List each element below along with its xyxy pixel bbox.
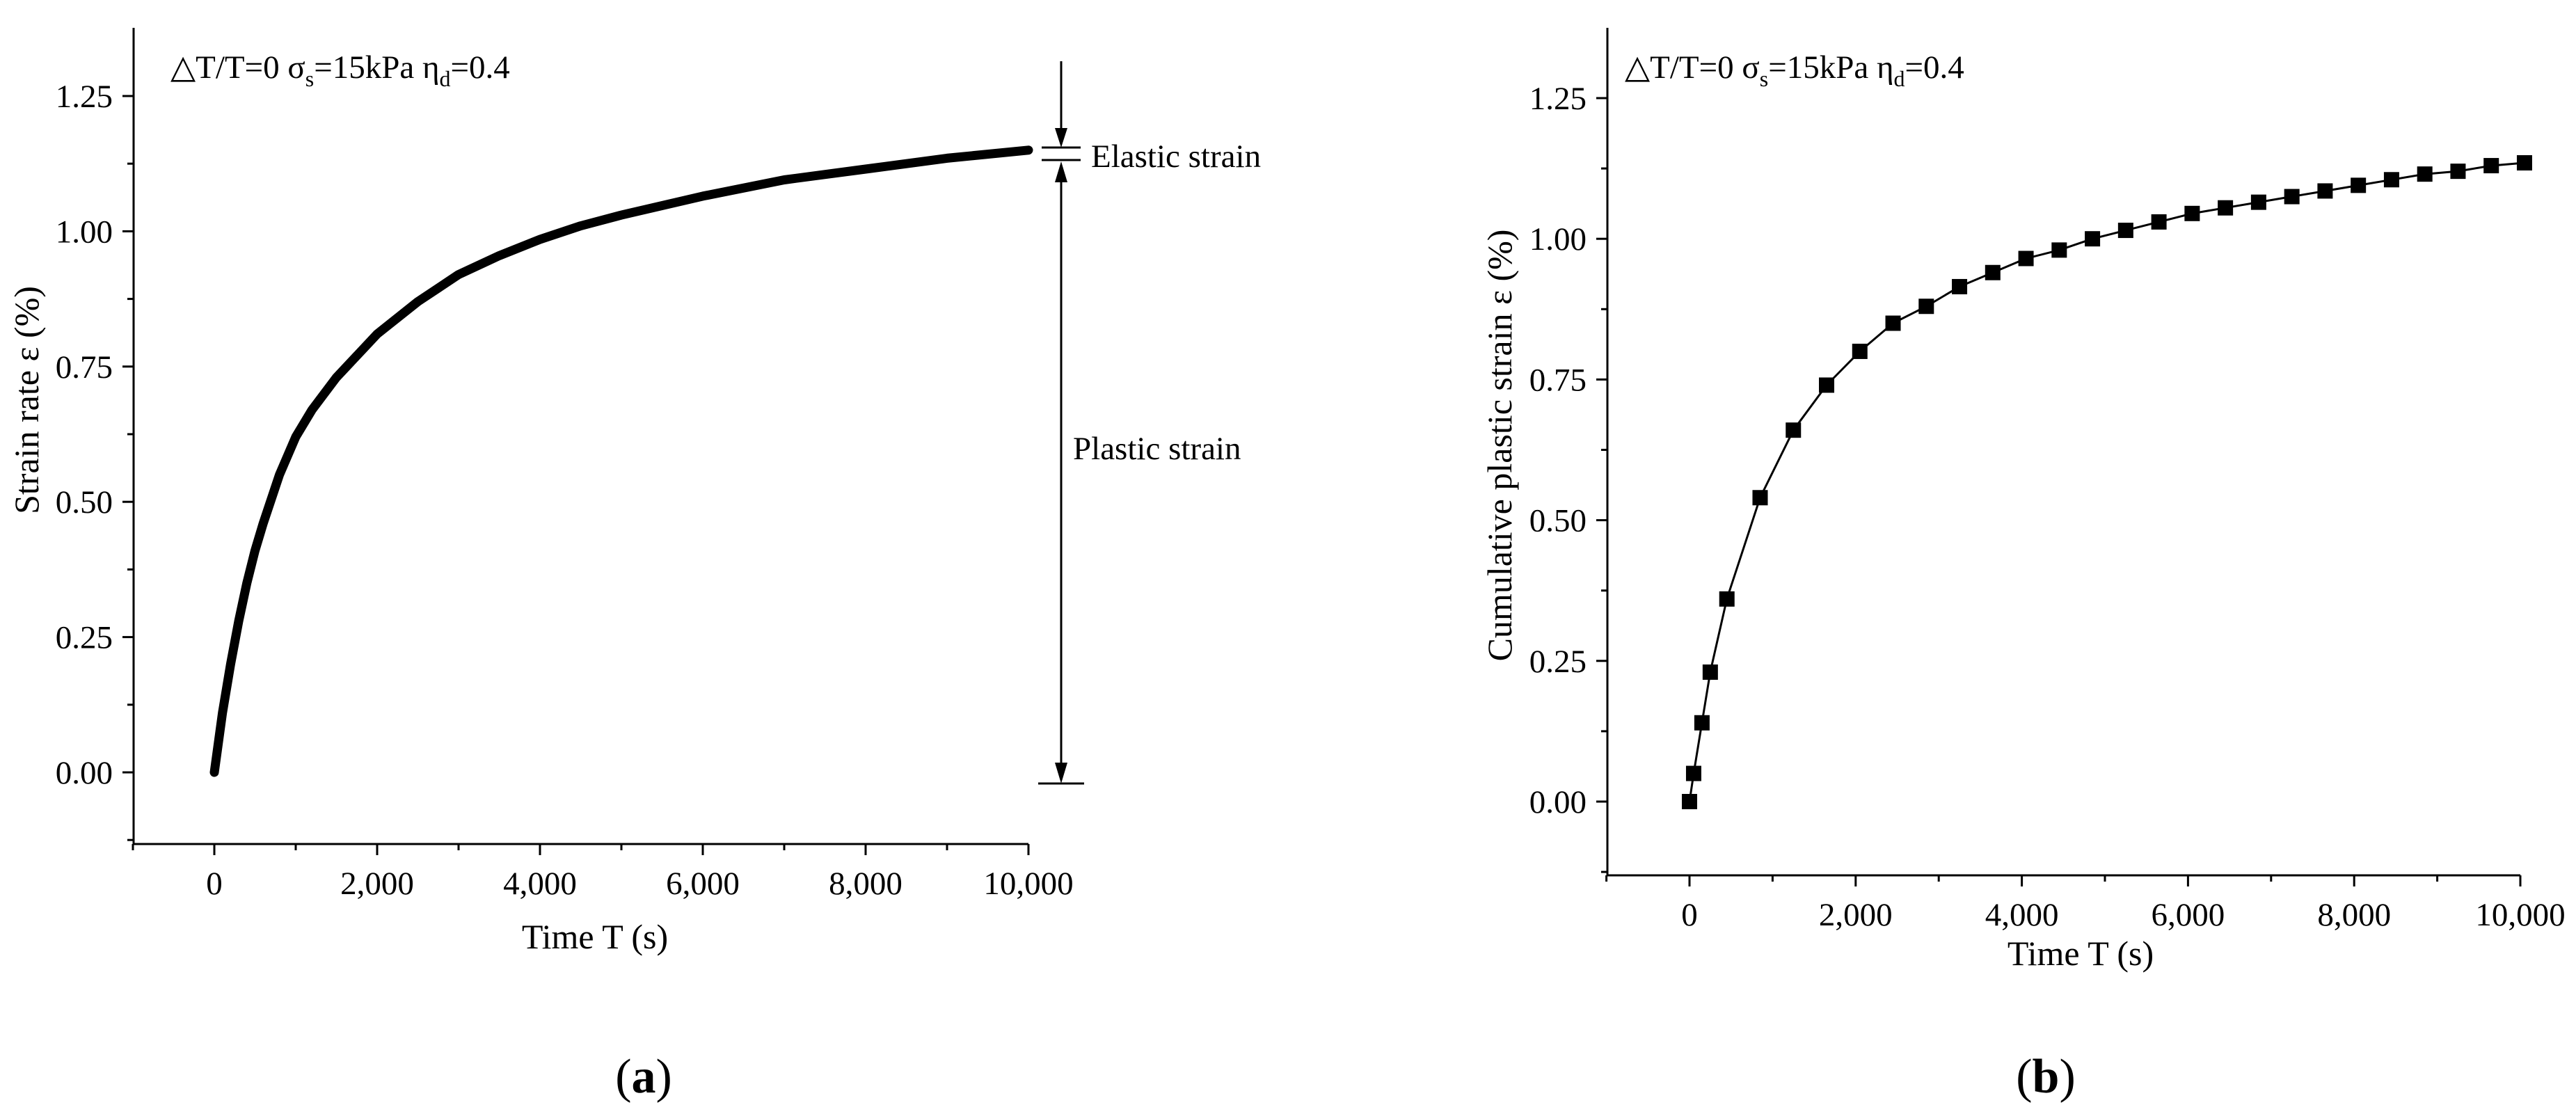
axis-ticks-a: 0 2,000 4,000 6,000 8,000 10,000 0.00 0.25 0.50 0… — [56, 79, 1074, 902]
data-point — [1918, 299, 1934, 315]
plastic-strain-label: Plastic strain — [1073, 431, 1241, 467]
chart-panel-b: △T/T=0 σs=15kPa ηd=0.4 0 2,000 4,000 6,000 8… — [1480, 28, 2566, 973]
chart-panel-a: △T/T=0 σs=15kPa ηd=0.4 0 2,000 4,000 6,000 8… — [7, 28, 1261, 956]
data-point — [2284, 189, 2300, 205]
y-tick-label: 0.75 — [56, 349, 113, 385]
y-tick-label: 0.75 — [1529, 362, 1587, 398]
annotation-b: △T/T=0 σs=15kPa ηd=0.4 — [1625, 49, 1964, 91]
data-point — [2151, 214, 2167, 230]
x-tick-label: 8,000 — [2317, 897, 2391, 933]
data-point — [2018, 250, 2034, 266]
data-point — [2383, 172, 2399, 188]
x-tick-label: 6,000 — [666, 866, 740, 902]
data-layer-a — [209, 145, 1033, 777]
y-tick-label: 0.00 — [56, 755, 113, 791]
plastic-arrow-head-bottom — [1055, 763, 1067, 783]
data-point — [2250, 194, 2266, 210]
data-point — [2483, 158, 2499, 174]
data-point — [1702, 664, 1718, 680]
data-point — [2184, 205, 2200, 221]
series-line — [209, 145, 1033, 777]
elastic-arrow-head — [1055, 128, 1067, 148]
data-point — [1719, 591, 1735, 607]
y-tick-label: 0.25 — [56, 620, 113, 656]
data-point — [2351, 177, 2367, 193]
data-point — [1682, 794, 1697, 809]
data-point — [1694, 715, 1710, 731]
y-tick-label: 1.25 — [56, 79, 113, 115]
x-tick-label: 4,000 — [503, 866, 577, 902]
data-point — [2051, 242, 2067, 258]
elastic-strain-label: Elastic strain — [1091, 138, 1261, 175]
data-point — [1985, 264, 2001, 280]
x-axis-label-a: Time T (s) — [522, 917, 668, 956]
y-tick-label: 0.50 — [56, 484, 113, 520]
subcaption-b: (b) — [2016, 1050, 2076, 1104]
x-tick-label: 2,000 — [340, 866, 414, 902]
y-tick-label: 0.00 — [1529, 784, 1587, 820]
data-point — [2317, 183, 2333, 199]
x-tick-label: 10,000 — [983, 866, 1073, 902]
data-point — [1952, 278, 1968, 294]
y-tick-label: 1.25 — [1529, 81, 1587, 117]
data-point — [2450, 164, 2466, 180]
data-point — [2117, 223, 2133, 239]
data-point — [1819, 377, 1835, 393]
plastic-arrow-head-top — [1055, 161, 1067, 182]
data-point — [2516, 155, 2532, 171]
data-point — [2085, 231, 2101, 247]
y-tick-label: 1.00 — [56, 214, 113, 250]
data-layer-b — [1682, 155, 2532, 809]
data-point — [1752, 490, 1768, 506]
x-tick-label: 4,000 — [1985, 897, 2059, 933]
x-tick-label: 0 — [206, 866, 223, 902]
data-point — [1885, 315, 1901, 331]
x-tick-label: 0 — [1681, 897, 1698, 933]
data-point — [2218, 200, 2234, 216]
x-tick-label: 10,000 — [2475, 897, 2565, 933]
y-axis-label-a: Strain rate ε (%) — [7, 286, 46, 514]
y-tick-label: 0.25 — [1529, 644, 1587, 680]
x-tick-label: 2,000 — [1819, 897, 1893, 933]
x-tick-label: 6,000 — [2152, 897, 2225, 933]
x-tick-label: 8,000 — [829, 866, 903, 902]
y-tick-label: 0.50 — [1529, 503, 1587, 539]
data-point — [1685, 765, 1701, 781]
axis-ticks-b: 0 2,000 4,000 6,000 8,000 10,000 0.00 0.25 0.50 0… — [1529, 81, 2566, 933]
data-point — [1786, 422, 1802, 438]
y-tick-label: 1.00 — [1529, 221, 1587, 257]
data-point — [1852, 343, 1868, 359]
annotation-a: △T/T=0 σs=15kPa ηd=0.4 — [170, 49, 510, 91]
subcaption-a: (a) — [615, 1050, 672, 1104]
y-axis-label-b: Cumulative plastic strain ε (%) — [1480, 230, 1519, 662]
x-axis-label-b: Time T (s) — [2007, 934, 2154, 973]
data-point — [2417, 166, 2433, 182]
